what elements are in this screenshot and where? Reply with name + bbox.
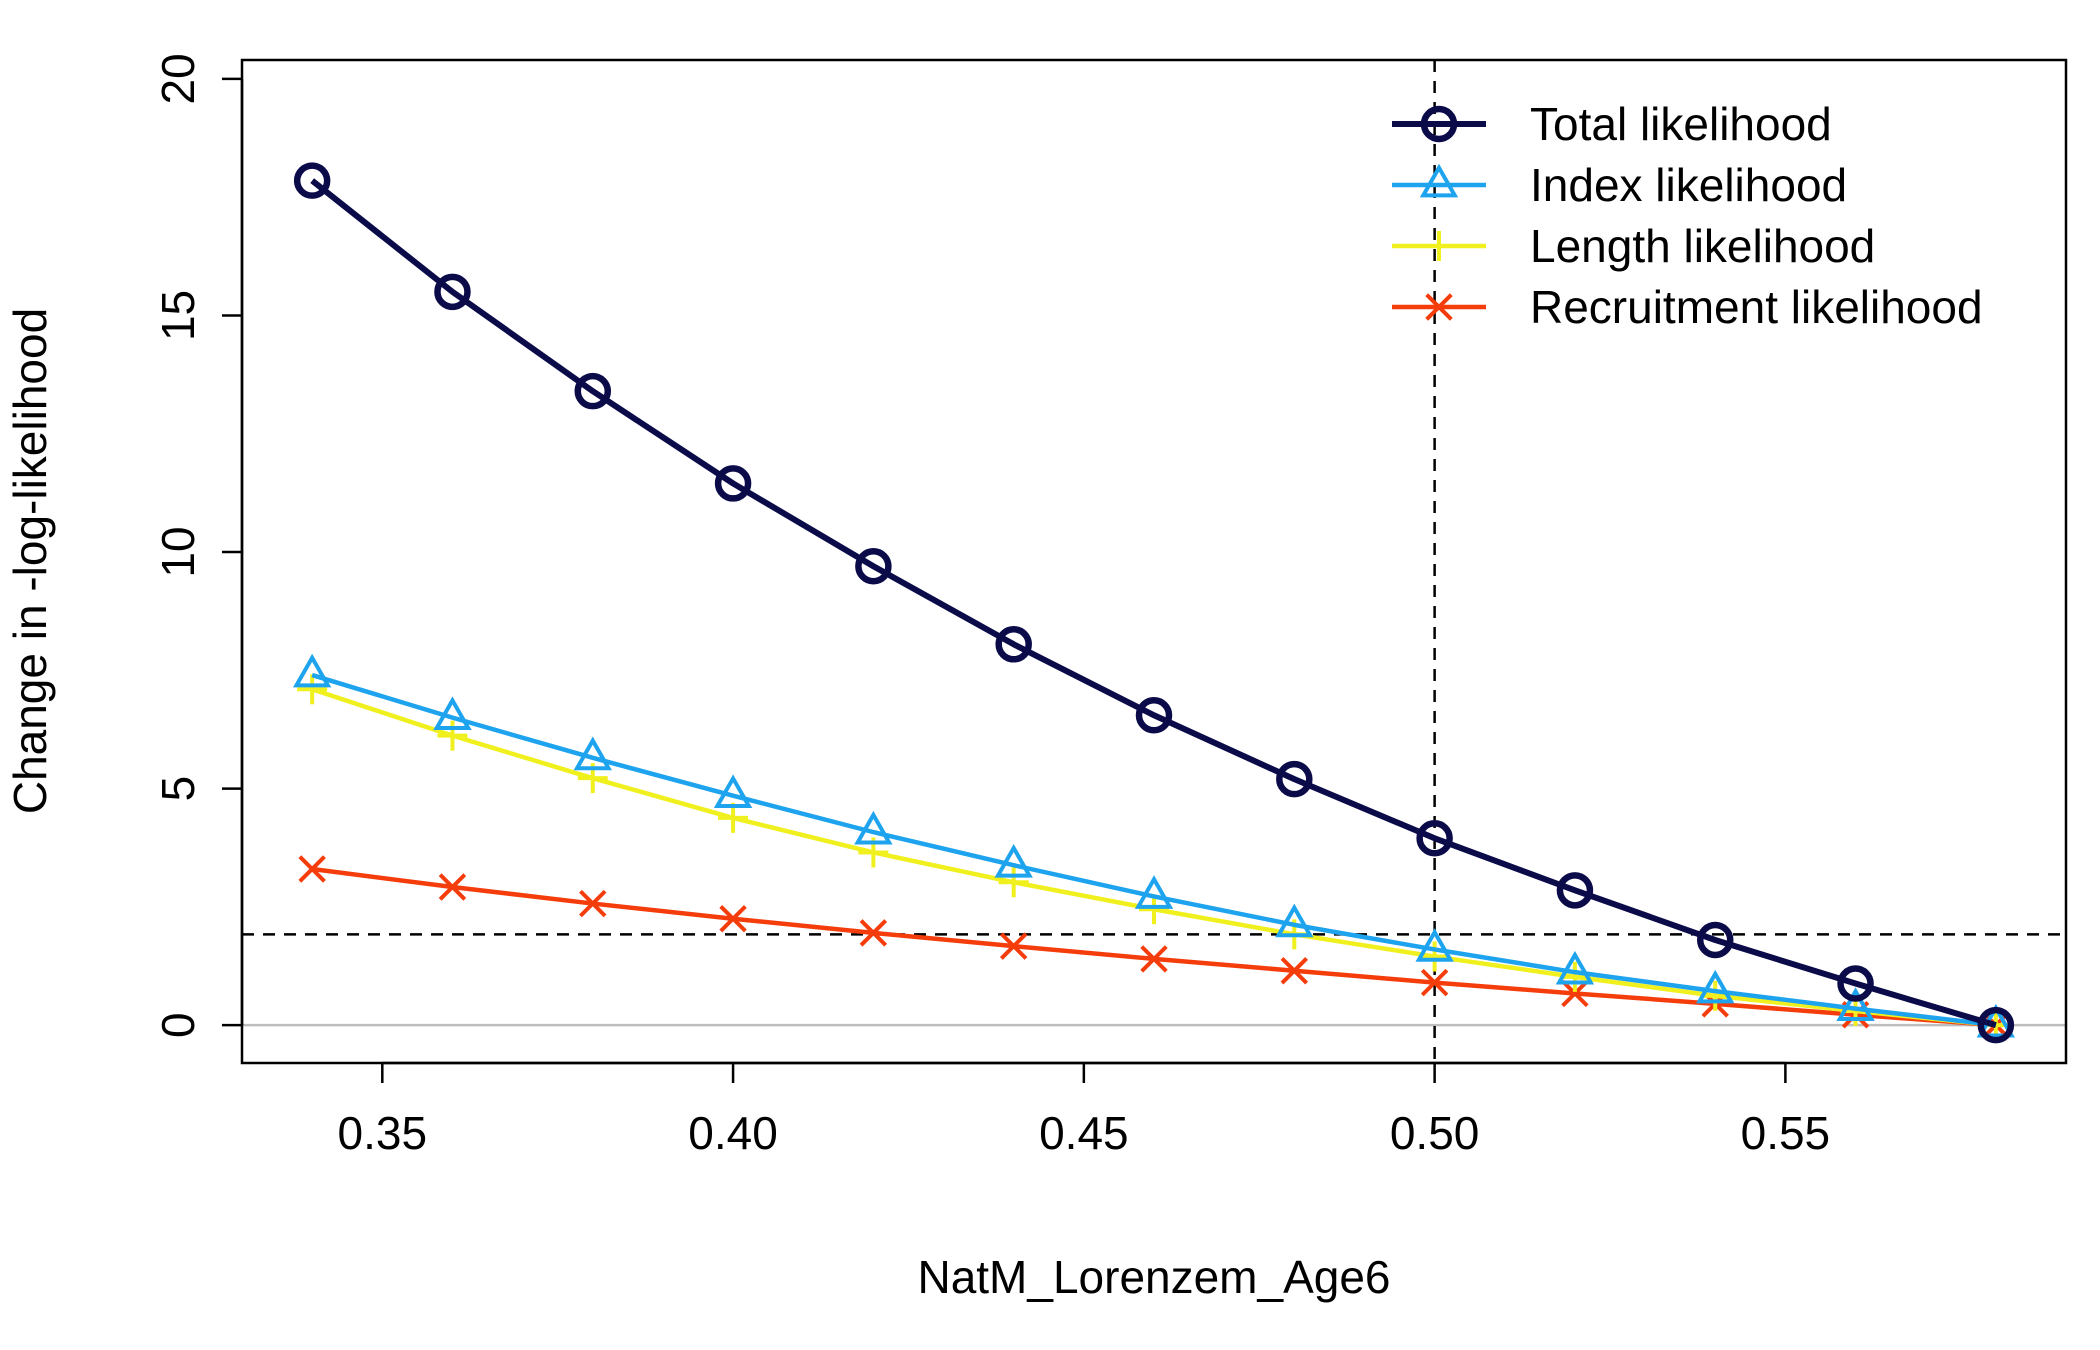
y-tick-label: 0 xyxy=(152,1012,204,1038)
data-point-recruitment-likelihood xyxy=(719,904,747,933)
data-point-recruitment-likelihood xyxy=(579,889,607,918)
y-axis: 0 5 10 15 20 xyxy=(152,53,244,1038)
data-point-total-likelihood xyxy=(1837,965,1874,1002)
x-tick-label: 0.50 xyxy=(1390,1107,1480,1159)
y-tick-label: 5 xyxy=(152,776,204,802)
data-point-recruitment-likelihood xyxy=(1420,968,1449,997)
data-point-total-likelihood xyxy=(995,626,1032,663)
data-point-index-likelihood xyxy=(1415,928,1454,962)
data-point-length-likelihood xyxy=(998,867,1029,898)
data-point-recruitment-likelihood xyxy=(1140,945,1168,973)
data-point-recruitment-likelihood xyxy=(859,919,888,947)
data-point-total-likelihood xyxy=(434,273,471,311)
data-point-index-likelihood xyxy=(1555,950,1595,985)
data-point-index-likelihood xyxy=(854,810,893,845)
data-point-recruitment-likelihood xyxy=(999,932,1028,960)
legend-marker-total-likelihood xyxy=(1420,105,1458,143)
data-point-recruitment-likelihood xyxy=(298,855,326,883)
legend-marker-recruitment-likelihood xyxy=(1425,293,1453,321)
series-recruitment-likelihood xyxy=(298,855,2010,1039)
data-point-index-likelihood xyxy=(713,774,753,809)
y-axis-title: Change in -log-likelihood xyxy=(4,308,56,814)
legend: Total likelihood Index likelihood Length l… xyxy=(1392,98,1983,333)
y-tick-label: 20 xyxy=(152,53,204,104)
data-point-index-likelihood xyxy=(292,653,332,688)
data-point-recruitment-likelihood xyxy=(438,873,467,901)
data-point-length-likelihood xyxy=(437,720,468,751)
data-point-total-likelihood xyxy=(1135,697,1173,734)
legend-marker-index-likelihood xyxy=(1419,163,1459,198)
y-tick-label: 15 xyxy=(152,290,204,341)
data-point-index-likelihood xyxy=(1836,987,1875,1021)
data-point-index-likelihood xyxy=(994,843,1033,878)
data-point-total-likelihood xyxy=(714,465,752,502)
x-axis-title: NatM_Lorenzem_Age6 xyxy=(917,1251,1390,1303)
data-point-recruitment-likelihood xyxy=(1280,957,1309,985)
data-point-total-likelihood xyxy=(1977,1006,2015,1044)
x-tick-label: 0.45 xyxy=(1039,1107,1129,1159)
x-tick-label: 0.40 xyxy=(688,1107,778,1159)
data-point-index-likelihood xyxy=(573,736,612,771)
x-tick-label: 0.35 xyxy=(338,1107,428,1159)
data-point-length-likelihood xyxy=(297,674,328,705)
data-point-index-likelihood xyxy=(1275,903,1314,938)
legend-label-total-likelihood: Total likelihood xyxy=(1530,98,1832,150)
data-point-length-likelihood xyxy=(1700,980,1731,1011)
data-point-total-likelihood xyxy=(1556,872,1594,909)
data-point-length-likelihood xyxy=(1139,894,1169,925)
y-tick-label: 10 xyxy=(152,526,204,577)
data-point-index-likelihood xyxy=(1696,969,1735,1004)
series-line-length-likelihood xyxy=(311,687,1997,1028)
data-point-index-likelihood xyxy=(1134,875,1174,909)
x-axis: 0.35 0.40 0.45 0.50 0.55 xyxy=(338,1061,1831,1159)
series-total-likelihood xyxy=(293,162,2015,1044)
data-point-recruitment-likelihood xyxy=(1561,979,1589,1008)
data-point-length-likelihood xyxy=(1419,941,1450,972)
data-point-length-likelihood xyxy=(1559,961,1590,992)
legend-marker-length-likelihood xyxy=(1424,231,1454,261)
legend-label-length-likelihood: Length likelihood xyxy=(1530,220,1875,272)
series-line-total-likelihood xyxy=(310,178,1997,1029)
legend-label-recruitment-likelihood: Recruitment likelihood xyxy=(1530,281,1983,333)
x-tick-label: 0.55 xyxy=(1741,1107,1831,1159)
series-index-likelihood xyxy=(292,653,2016,1038)
data-point-total-likelihood xyxy=(574,372,612,410)
data-point-total-likelihood xyxy=(1696,921,1734,959)
legend-label-index-likelihood: Index likelihood xyxy=(1530,159,1847,211)
data-point-total-likelihood xyxy=(1276,760,1313,798)
series-line-index-likelihood xyxy=(311,672,1997,1028)
data-point-index-likelihood xyxy=(433,696,472,730)
data-point-total-likelihood xyxy=(855,547,892,585)
data-point-total-likelihood xyxy=(1416,820,1453,857)
data-point-total-likelihood xyxy=(293,162,331,199)
